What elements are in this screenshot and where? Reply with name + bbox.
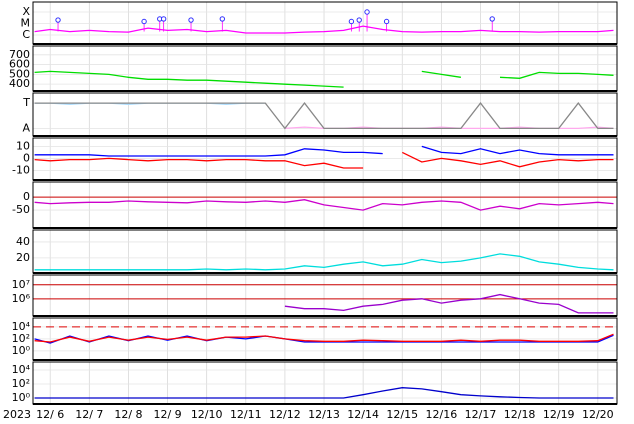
y-tick-label: M — [21, 17, 31, 30]
y-tick-label: 400 — [9, 77, 30, 90]
x-tick-label: 12/13 — [308, 408, 340, 421]
event-marker — [160, 16, 167, 22]
y-tick-label: 10² — [12, 332, 30, 345]
series-line — [34, 151, 614, 169]
y-tick-label: X — [22, 5, 30, 18]
y-tick-label: 10⁷ — [12, 278, 30, 291]
event-marker — [383, 18, 390, 25]
y-tick-label: T — [22, 96, 30, 109]
series-line — [34, 70, 614, 88]
series-line — [34, 102, 614, 130]
series-line — [34, 25, 614, 34]
event-marker — [489, 16, 495, 22]
y-tick-label: 500 — [9, 67, 30, 80]
y-tick-label: A — [22, 121, 30, 134]
y-tick-label: -50 — [12, 203, 30, 216]
x-tick-label: 12/ 7 — [75, 408, 103, 421]
x-tick-label: 12/18 — [504, 408, 536, 421]
y-tick-label: 10² — [12, 377, 30, 390]
series-line — [34, 253, 614, 271]
x-tick-label: 12/12 — [269, 408, 301, 421]
x-tick-label: 12/11 — [230, 408, 262, 421]
y-tick-label: 10⁰ — [12, 344, 31, 357]
year-label: 2023 — [3, 408, 31, 421]
event-marker — [188, 17, 194, 23]
event-marker — [364, 9, 370, 15]
x-tick-label: 12/20 — [582, 408, 614, 421]
event-marker — [356, 17, 362, 23]
x-tick-label: 12/10 — [191, 408, 223, 421]
y-tick-label: 10⁴ — [12, 320, 31, 333]
series-line — [34, 199, 614, 211]
x-tick-label: 12/ 6 — [36, 408, 64, 421]
series-line — [284, 293, 614, 314]
x-tick-label: 12/ 9 — [153, 408, 181, 421]
series-line — [34, 387, 614, 399]
y-tick-label: 20 — [16, 251, 30, 264]
y-tick-label: 10⁰ — [12, 391, 31, 404]
x-tick-label: 12/14 — [347, 408, 379, 421]
event-marker — [219, 16, 226, 22]
y-tick-label: -10 — [12, 163, 30, 176]
y-tick-label: 40 — [16, 235, 30, 248]
y-tick-label: 10⁴ — [12, 363, 31, 376]
y-tick-label: C — [22, 28, 30, 41]
y-tick-label: 0 — [23, 151, 30, 164]
y-tick-label: 600 — [9, 58, 30, 71]
event-marker — [141, 18, 147, 25]
x-tick-label: 12/17 — [465, 408, 497, 421]
series-line — [34, 145, 614, 157]
x-tick-label: 12/ 8 — [114, 408, 142, 421]
y-tick-label: 10⁶ — [12, 292, 31, 305]
x-tick-label: 12/16 — [426, 408, 458, 421]
series-line — [34, 333, 614, 343]
event-marker — [55, 17, 61, 23]
y-tick-label: 0 — [23, 190, 30, 203]
x-tick-label: 12/15 — [386, 408, 418, 421]
y-tick-label: 10 — [16, 139, 30, 152]
x-tick-label: 12/19 — [543, 408, 575, 421]
y-tick-label: 700 — [9, 48, 30, 61]
event-marker — [348, 18, 355, 25]
